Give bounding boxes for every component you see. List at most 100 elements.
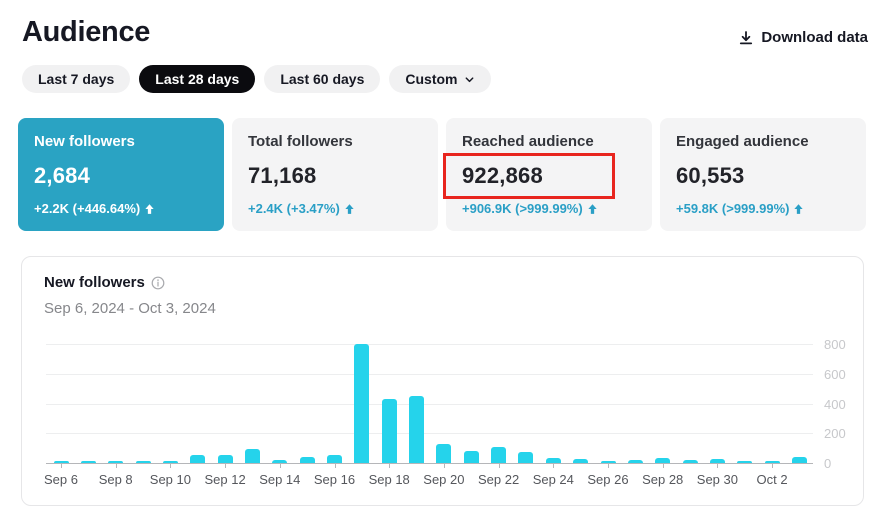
y-axis-label: 400 [824, 396, 846, 412]
x-axis-tick [662, 464, 664, 468]
filter-label: Last 7 days [38, 71, 115, 87]
y-axis-label: 800 [824, 337, 846, 352]
chart-bar[interactable] [737, 460, 753, 463]
x-axis-line [46, 463, 813, 464]
gridline [46, 344, 813, 345]
chart-title-row: New followers [44, 274, 165, 291]
info-icon[interactable] [151, 276, 165, 290]
delta-text: +59.8K (>999.99%) [676, 201, 790, 216]
delta-text: +906.9K (>999.99%) [462, 201, 583, 216]
filter-label: Custom [405, 71, 458, 87]
metric-cards: New followers 2,684 +2.2K (+446.64%) Tot… [18, 118, 866, 231]
card-title: Total followers [248, 133, 353, 150]
x-axis-label: Oct 2 [756, 472, 788, 487]
card-value: 922,868 [462, 163, 543, 188]
chart-bar[interactable] [545, 457, 561, 463]
chart-bar[interactable] [244, 448, 260, 463]
trend-up-icon [144, 203, 155, 215]
chart-bar[interactable] [709, 458, 725, 463]
y-axis-label: 0 [824, 456, 832, 471]
chart-bar[interactable] [436, 444, 452, 463]
card-new-followers[interactable]: New followers 2,684 +2.2K (+446.64%) [18, 118, 224, 231]
chart-bar[interactable] [272, 459, 288, 463]
x-axis-tick [389, 464, 391, 468]
card-delta: +59.8K (>999.99%) [676, 201, 850, 216]
x-axis-tick [225, 464, 227, 468]
chart-bar[interactable] [53, 461, 69, 463]
trend-up-icon [344, 203, 355, 215]
card-reached-audience[interactable]: Reached audience 922,868 +906.9K (>999.9… [446, 118, 652, 231]
y-axis-label: 200 [824, 426, 846, 442]
chart-title: New followers [44, 274, 145, 291]
chart-bar[interactable] [299, 457, 315, 463]
time-range-filters: Last 7 days Last 28 days Last 60 days Cu… [22, 65, 491, 93]
x-axis-label: Sep 20 [423, 472, 465, 487]
card-title: Reached audience [462, 133, 594, 150]
chart-bar[interactable] [108, 461, 124, 463]
filter-custom[interactable]: Custom [389, 65, 491, 93]
x-axis-tick [443, 464, 445, 468]
y-axis-label: 600 [824, 366, 846, 382]
delta-text: +2.4K (+3.47%) [248, 201, 340, 216]
x-axis-label: Sep 22 [477, 472, 520, 487]
chart-bar[interactable] [655, 457, 671, 463]
x-axis-tick [115, 464, 117, 468]
chart-bar[interactable] [463, 450, 479, 463]
chart-bar[interactable] [190, 455, 206, 463]
card-title: Engaged audience [676, 133, 809, 150]
x-axis-label: Sep 16 [313, 472, 356, 487]
chart-bar[interactable] [327, 454, 342, 463]
bar-chart-plot: 0 200 400 600 800 Sep 6 Sep 8 Sep 10 Sep 12 Sep 1… [44, 337, 846, 487]
card-value: 71,168 [248, 163, 317, 188]
card-delta: +2.4K (+3.47%) [248, 201, 422, 216]
chart-bar[interactable] [162, 461, 178, 463]
x-axis-label: Sep 6 [44, 472, 78, 487]
filter-last-28-days[interactable]: Last 28 days [139, 65, 256, 93]
chart-bar[interactable] [491, 446, 507, 463]
trend-up-icon [793, 203, 804, 215]
x-axis-label: Sep 18 [368, 472, 410, 487]
trend-up-icon [587, 203, 598, 215]
gridline [46, 373, 813, 375]
chart-bar[interactable] [600, 461, 616, 463]
x-axis-label: Sep 10 [149, 472, 191, 487]
x-axis-tick [553, 464, 555, 468]
download-icon [738, 30, 754, 46]
x-axis-label: Sep 12 [204, 472, 246, 487]
chart-bar[interactable] [791, 457, 807, 463]
chart-bar[interactable] [682, 460, 698, 463]
download-data-button[interactable]: Download data [738, 29, 868, 46]
filter-label: Last 28 days [155, 71, 240, 87]
chart-bar[interactable] [381, 399, 397, 463]
filter-last-7-days[interactable]: Last 7 days [22, 65, 131, 93]
filter-label: Last 60 days [280, 71, 365, 87]
chart-bar[interactable] [518, 452, 534, 463]
card-engaged-audience[interactable]: Engaged audience 60,553 +59.8K (>999.99%… [660, 118, 866, 231]
chart-bar[interactable] [627, 459, 643, 463]
x-axis-tick [498, 464, 500, 468]
x-axis-label: Sep 30 [696, 472, 738, 487]
card-total-followers[interactable]: Total followers 71,168 +2.4K (+3.47%) [232, 118, 438, 231]
card-value: 60,553 [676, 163, 745, 188]
x-axis-label: Sep 28 [642, 472, 684, 487]
chart-bar[interactable] [217, 455, 233, 463]
x-axis-tick [279, 464, 281, 468]
gridline [46, 403, 813, 405]
chart-bar[interactable] [80, 461, 96, 463]
chart-bar[interactable] [573, 459, 589, 463]
x-axis-tick [717, 464, 719, 468]
new-followers-chart-panel: New followers Sep 6, 2024 - Oct 3, 2024 … [21, 256, 864, 506]
chart-bar[interactable] [764, 461, 780, 463]
filter-last-60-days[interactable]: Last 60 days [264, 65, 381, 93]
chart-bar[interactable] [409, 396, 425, 463]
chart-date-range: Sep 6, 2024 - Oct 3, 2024 [44, 300, 216, 317]
x-axis-label: Sep 26 [587, 472, 629, 487]
x-axis-tick [61, 464, 62, 468]
card-delta: +2.2K (+446.64%) [34, 201, 208, 216]
chart-bar[interactable] [354, 344, 370, 463]
chart-bar[interactable] [135, 461, 151, 463]
gridline [46, 433, 813, 435]
x-axis-tick [170, 464, 172, 468]
x-axis-label: Sep 8 [98, 472, 133, 487]
card-title: New followers [34, 133, 135, 150]
